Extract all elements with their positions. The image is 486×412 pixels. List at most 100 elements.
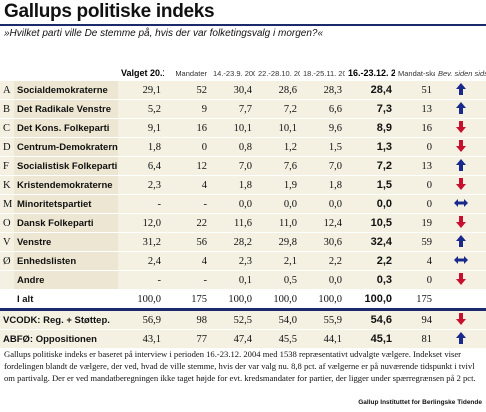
trend-arrow (455, 331, 466, 344)
party-name: Andre (14, 270, 118, 290)
cell: 56,9 (118, 308, 164, 330)
cell: - (118, 270, 164, 290)
column-header: 14.-23.9. 2004 i pct. (213, 69, 255, 78)
cell: 175 (395, 289, 435, 310)
table-body: A Socialdemokraterne 29,1 52 30,4 28,6 28,3 28,… (0, 81, 486, 349)
arrow-shape (455, 312, 466, 325)
trend-cell (435, 251, 486, 271)
source: Gallup Instituttet for Berlingske Tidend… (358, 399, 482, 406)
table-row: A Socialdemokraterne 29,1 52 30,4 28,6 28,3 28,… (0, 81, 486, 100)
title-rule (0, 24, 486, 26)
cell: 1,5 (345, 175, 395, 195)
arrow-shape (455, 82, 466, 95)
cell: 10,5 (345, 213, 395, 233)
table-row: D Centrum-Demokraterne 1,8 0 0,8 1,2 1,5 1,3 0 (0, 137, 486, 157)
table-row: I alt 100,0 175 100,0 100,0 100,0 100,0 175 (0, 289, 486, 310)
trend-cell (435, 213, 486, 233)
arrow-shape (453, 255, 468, 264)
trend-arrow (455, 272, 466, 285)
cell: 81 (395, 329, 435, 349)
party-letter: A (0, 81, 14, 100)
cell: 31,2 (118, 232, 164, 252)
cell: 4 (164, 251, 210, 271)
cell: 22 (164, 213, 210, 233)
party-name: Venstre (14, 232, 118, 252)
cell: 100,0 (118, 289, 164, 310)
cell: 9,6 (300, 118, 345, 138)
party-name: Centrum-Demokraterne (14, 137, 118, 157)
cell: - (118, 194, 164, 214)
cell: 98 (164, 308, 210, 330)
cell: 0,1 (210, 270, 255, 290)
cell: 1,9 (255, 175, 300, 195)
party-name: Det Kons. Folkeparti (14, 118, 118, 138)
cell: 28,4 (345, 81, 395, 100)
cell: 0 (395, 137, 435, 157)
cell: 32,4 (345, 232, 395, 252)
trend-arrow (455, 158, 466, 171)
trend-cell (435, 137, 486, 157)
cell: 94 (395, 308, 435, 330)
cell: 2,3 (118, 175, 164, 195)
trend-arrow (455, 234, 466, 247)
cell: 9,1 (118, 118, 164, 138)
cell: 100,0 (255, 289, 300, 310)
party-letter: V (0, 232, 14, 252)
subtitle: »Hvilket parti ville De stemme på, hvis … (4, 28, 324, 39)
cell: 29,1 (118, 81, 164, 100)
cell: 0 (395, 175, 435, 195)
trend-cell (435, 81, 486, 100)
cell: 7,2 (255, 99, 300, 119)
party-name: Socialdemokraterne (14, 81, 118, 100)
footnote: Gallups politiske indeks er baseret på i… (4, 349, 476, 383)
table-row: O Dansk Folkeparti 12,0 22 11,6 11,0 12,4 10,5 1… (0, 213, 486, 233)
cell: 11,0 (255, 213, 300, 233)
trend-cell (435, 329, 486, 349)
party-name: Dansk Folkeparti (14, 213, 118, 233)
arrow-shape (455, 234, 466, 247)
party-name: I alt (14, 289, 118, 310)
trend-cell (435, 308, 486, 330)
cell: 10,1 (255, 118, 300, 138)
cell: 13 (395, 156, 435, 176)
cell: 47,4 (210, 329, 255, 349)
cell: 16 (395, 118, 435, 138)
cell: 54,0 (255, 308, 300, 330)
cell: 9 (164, 99, 210, 119)
title: Gallups politiske indeks (4, 1, 215, 22)
arrow-shape (455, 139, 466, 152)
cell: 51 (395, 81, 435, 100)
cell: 1,5 (300, 137, 345, 157)
trend-cell (435, 270, 486, 290)
table-row: F Socialistisk Folkeparti 6,4 12 7,0 7,6 7,0 7,… (0, 156, 486, 176)
arrow-shape (455, 272, 466, 285)
cell: 7,0 (300, 156, 345, 176)
row-label: ABFØ: Oppositionen (0, 329, 118, 349)
trend-cell (435, 289, 486, 310)
cell: 28,3 (300, 81, 345, 100)
table-row: VCODK: Reg. + Støttep. 56,9 98 52,5 54,0 55,9… (0, 308, 486, 330)
cell: 0,0 (210, 194, 255, 214)
cell: 0,0 (345, 194, 395, 214)
trend-cell (435, 194, 486, 214)
cell: 55,9 (300, 308, 345, 330)
arrow-shape (455, 158, 466, 171)
cell: 54,6 (345, 308, 395, 330)
table-row: K Kristendemokraterne 2,3 4 1,8 1,9 1,8 1,5 0 (0, 175, 486, 195)
cell: 0,8 (210, 137, 255, 157)
party-letter: O (0, 213, 14, 233)
table-row: Ø Enhedslisten 2,4 4 2,3 2,1 2,2 2,2 4 (0, 251, 486, 271)
arrow-shape (455, 177, 466, 190)
trend-cell (435, 99, 486, 119)
party-letter: D (0, 137, 14, 157)
cell: 56 (164, 232, 210, 252)
cell: 45,5 (255, 329, 300, 349)
cell: 12 (164, 156, 210, 176)
poll-table: Valget 20.11.2001 i pct. Mandater 14.-23.9… (0, 42, 486, 349)
cell: 5,2 (118, 99, 164, 119)
cell: 1,8 (118, 137, 164, 157)
cell: 6,6 (300, 99, 345, 119)
cell: 16 (164, 118, 210, 138)
column-header: Bev. siden sidste måling (438, 69, 486, 78)
